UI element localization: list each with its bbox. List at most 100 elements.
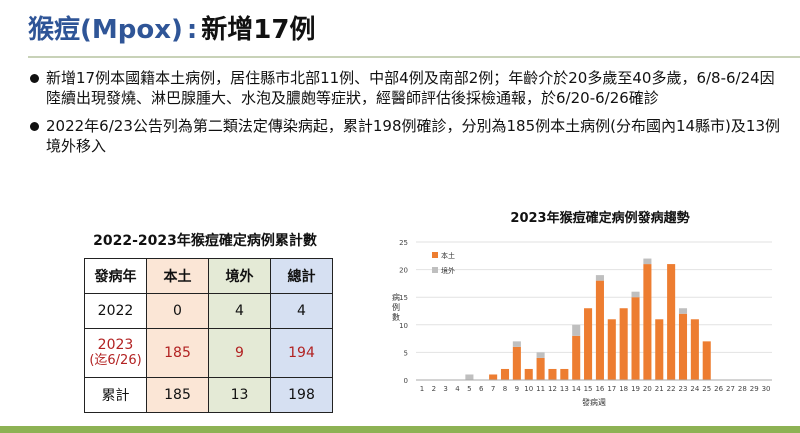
title-disease-name: 猴痘(Mpox) [28, 15, 183, 45]
x-tick-label: 15 [584, 385, 593, 393]
bullet-text: 新增17例本國籍本土病例，居住縣市北部11例、中部4例及南部2例；年齡介於20多… [46, 69, 775, 107]
bar-local [512, 346, 521, 380]
bar-imported [465, 374, 474, 380]
x-tick-label: 2 [432, 385, 436, 393]
x-tick-label: 16 [595, 385, 604, 393]
bar-local [560, 368, 569, 380]
x-tick-label: 1 [420, 385, 424, 393]
bar-local [678, 313, 688, 380]
year-label: 2023 [97, 337, 134, 353]
cell-imported: 9 [208, 328, 271, 378]
chart-title: 2023年猴痘確定病例發病趨勢 [510, 211, 690, 226]
table-row: 累計 185 13 198 [84, 377, 333, 413]
cell-total: 4 [270, 293, 333, 329]
cell-imported: 4 [208, 293, 271, 329]
slide-title: 猴痘(Mpox): 新增17例 [28, 10, 315, 50]
x-tick-label: 3 [443, 385, 447, 393]
x-tick-label: 21 [655, 385, 664, 393]
bar-local [548, 368, 557, 380]
x-tick-label: 27 [726, 385, 735, 393]
x-tick-label: 8 [503, 385, 507, 393]
bullet-list: 新增17例本國籍本土病例，居住縣市北部11例、中部4例及南部2例；年齡介於20多… [30, 68, 780, 164]
y-tick-label: 5 [404, 349, 408, 357]
x-tick-label: 4 [455, 385, 460, 393]
bullet-dot-icon [30, 74, 39, 83]
bar-local [595, 280, 604, 380]
y-axis-label-char: 數 [392, 312, 400, 322]
x-tick-label: 20 [643, 385, 652, 393]
bar-local [631, 297, 640, 380]
table-row: 2023 (迄6/26) 185 9 194 [84, 328, 333, 378]
cell-year: 2023 (迄6/26) [84, 328, 147, 378]
bar-local [619, 308, 628, 380]
bar-local [643, 264, 652, 380]
bar-local [667, 264, 676, 380]
x-tick-label: 25 [702, 385, 711, 393]
bar-local [690, 319, 699, 380]
header-imported: 境外 [208, 258, 271, 294]
legend-label: 本土 [441, 251, 455, 260]
bullet-dot-icon [30, 122, 39, 131]
x-tick-label: 13 [560, 385, 569, 393]
header-total: 總計 [270, 258, 333, 294]
x-tick-label: 7 [491, 385, 495, 393]
y-axis-label-char: 例 [392, 302, 400, 312]
x-tick-label: 29 [750, 385, 759, 393]
bar-imported [643, 258, 652, 265]
legend-label: 境外 [441, 266, 455, 275]
x-tick-label: 22 [667, 385, 676, 393]
bar-local [702, 341, 711, 380]
footer-bar [0, 426, 800, 433]
x-tick-label: 24 [690, 385, 699, 393]
x-tick-label: 23 [679, 385, 688, 393]
x-tick-label: 10 [524, 385, 533, 393]
title-new-cases: 新增17例 [201, 15, 316, 45]
cell-local: 0 [146, 293, 209, 329]
table-title: 2022-2023年猴痘確定病例累計數 [93, 233, 317, 249]
bar-local [489, 374, 498, 380]
cell-year: 累計 [84, 377, 147, 413]
bar-local [536, 357, 545, 380]
table-header-row: 發病年 本土 境外 總計 [84, 258, 333, 294]
x-tick-label: 26 [714, 385, 723, 393]
year-range-label: (迄6/26) [89, 353, 142, 368]
bullet-item-cumulative: 2022年6/23公告列為第二類法定傳染病起，累計198例確診，分別為185例本… [30, 116, 780, 156]
x-axis-label: 發病週 [582, 397, 606, 407]
x-tick-label: 6 [479, 385, 484, 393]
bullet-item-new-cases: 新增17例本國籍本土病例，居住縣市北部11例、中部4例及南部2例；年齡介於20多… [30, 68, 780, 108]
x-tick-label: 30 [762, 385, 771, 393]
bar-local [584, 308, 593, 380]
y-tick-label: 10 [399, 322, 408, 330]
cell-local: 185 [146, 377, 209, 413]
bar-local [655, 319, 664, 380]
case-count-table: 發病年 本土 境外 總計 2022 0 4 4 2023 (迄6/26) 185… [84, 258, 333, 413]
legend-swatch [432, 267, 438, 273]
bar-imported [595, 275, 604, 281]
x-tick-label: 19 [631, 385, 640, 393]
x-tick-label: 9 [515, 385, 519, 393]
x-tick-label: 12 [548, 385, 557, 393]
title-divider [28, 56, 800, 58]
bar-local [500, 368, 510, 380]
y-tick-label: 15 [399, 294, 408, 302]
table-row: 2022 0 4 4 [84, 293, 333, 329]
y-tick-label: 0 [404, 377, 408, 385]
bar-local [572, 335, 581, 380]
header-local: 本土 [146, 258, 209, 294]
y-axis-label-char: 病 [392, 292, 400, 302]
x-tick-label: 17 [607, 385, 616, 393]
y-tick-label: 25 [399, 239, 408, 247]
bullet-text: 2022年6/23公告列為第二類法定傳染病起，累計198例確診，分別為185例本… [46, 117, 781, 155]
cell-local: 185 [146, 328, 209, 378]
y-tick-label: 20 [399, 267, 408, 275]
title-colon: : [186, 15, 198, 45]
bar-imported [678, 308, 688, 314]
x-tick-label: 18 [619, 385, 628, 393]
bar-imported [572, 324, 581, 336]
x-tick-label: 28 [738, 385, 747, 393]
cell-total: 198 [270, 377, 333, 413]
cell-year: 2022 [84, 293, 147, 329]
x-tick-label: 5 [467, 385, 471, 393]
bar-local [524, 368, 533, 380]
